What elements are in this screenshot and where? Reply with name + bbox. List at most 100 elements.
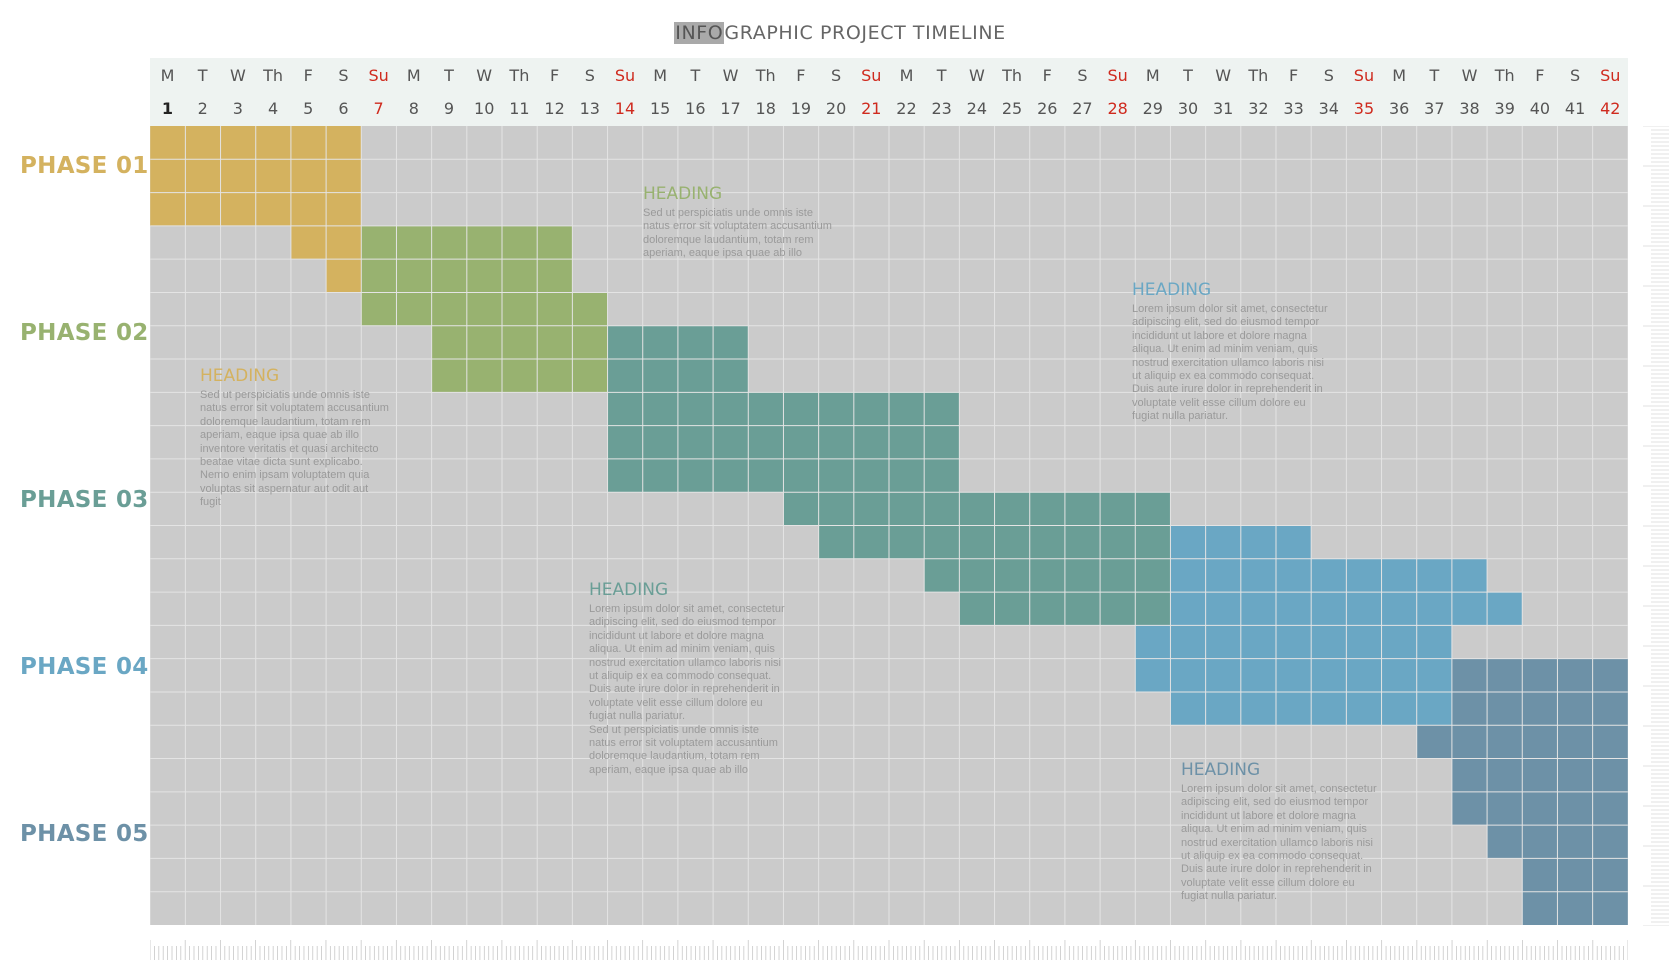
day-name: W <box>968 66 985 85</box>
day-number: 11 <box>509 99 530 118</box>
day-name: T <box>690 66 701 85</box>
title-rest: GRAPHIC PROJECT TIMELINE <box>724 22 1006 44</box>
day-number: 15 <box>649 99 671 118</box>
day-name: S <box>831 66 842 85</box>
note-top-center: HEADING Sed ut perspiciatis unde omnis i… <box>643 184 863 261</box>
day-number: 19 <box>790 99 812 118</box>
day-number: 16 <box>685 99 706 118</box>
day-name: Su <box>1353 66 1375 85</box>
page-title: INFOGRAPHIC PROJECT TIMELINE <box>0 22 1680 44</box>
phase-04-bar <box>1170 558 1488 593</box>
day-number: 37 <box>1424 99 1445 118</box>
day-name: Su <box>1600 66 1621 85</box>
day-number: 12 <box>544 99 565 118</box>
note-heading: HEADING <box>589 580 669 600</box>
note-body: Sed ut perspiciatis unde omnis iste natu… <box>643 207 832 260</box>
note-bottom-right: HEADING Lorem ipsum dolor sit amet, cons… <box>1181 760 1401 904</box>
day-number: 8 <box>408 99 419 118</box>
day-number: 21 <box>861 99 882 118</box>
note-body: Lorem ipsum dolor sit amet, consectetur … <box>589 603 785 776</box>
phase-label-02: PHASE 02 <box>20 320 149 346</box>
day-number: 27 <box>1072 99 1093 118</box>
phase-label-05: PHASE 05 <box>20 821 149 847</box>
day-name: W <box>1215 66 1232 85</box>
day-name: T <box>936 66 947 85</box>
note-left: HEADING Sed ut perspiciatis unde omnis i… <box>200 366 420 510</box>
day-number: 22 <box>896 99 917 118</box>
day-name: F <box>549 66 560 85</box>
note-body: Lorem ipsum dolor sit amet, consectetur … <box>1132 303 1328 423</box>
day-name: M <box>899 66 914 85</box>
note-body: Lorem ipsum dolor sit amet, consectetur … <box>1181 783 1377 903</box>
note-heading: HEADING <box>200 366 280 386</box>
day-number: 6 <box>338 99 349 118</box>
bottom-ruler <box>150 940 1628 960</box>
day-number: 9 <box>443 99 455 118</box>
day-number: 25 <box>1001 99 1023 118</box>
note-heading: HEADING <box>1132 280 1212 300</box>
note-bottom-center: HEADING Lorem ipsum dolor sit amet, cons… <box>589 580 809 777</box>
day-number: 26 <box>1037 99 1058 118</box>
day-number: 24 <box>966 99 988 118</box>
day-number: 28 <box>1107 99 1128 118</box>
day-name: M <box>406 66 421 85</box>
day-name: W <box>722 66 739 85</box>
day-number: 17 <box>720 99 741 118</box>
day-name: W <box>476 66 493 85</box>
day-number: 23 <box>931 99 952 118</box>
day-number: 20 <box>825 99 847 118</box>
day-name: Su <box>368 66 389 85</box>
phase-01-bar <box>326 259 362 293</box>
day-name: F <box>303 66 313 85</box>
day-number: 38 <box>1459 99 1480 118</box>
day-name: Th <box>1494 66 1515 85</box>
phase-02-bar <box>361 292 608 326</box>
day-name: F <box>796 66 806 85</box>
day-name: Th <box>755 66 776 85</box>
title-highlight: INFO <box>674 22 725 44</box>
day-name: W <box>1461 66 1478 85</box>
day-number: 36 <box>1388 99 1410 118</box>
day-name: M <box>653 66 668 85</box>
day-name: Su <box>614 66 636 85</box>
day-name: S <box>1077 66 1088 85</box>
note-body: Sed ut perspiciatis unde omnis iste natu… <box>200 389 389 509</box>
day-number: 42 <box>1600 99 1621 118</box>
day-name: F <box>1288 66 1299 85</box>
day-number: 7 <box>373 99 384 118</box>
day-name: F <box>1535 66 1545 85</box>
day-name: S <box>584 66 595 85</box>
day-number: 14 <box>614 99 636 118</box>
day-number: 34 <box>1318 99 1339 118</box>
note-heading: HEADING <box>643 184 723 204</box>
day-number: 2 <box>197 99 208 118</box>
day-number: 29 <box>1142 99 1163 118</box>
calendar-header <box>150 58 1628 126</box>
day-number: 32 <box>1248 99 1269 118</box>
day-name: T <box>1429 66 1440 85</box>
day-name: M <box>160 66 175 85</box>
day-number: 41 <box>1564 99 1586 118</box>
phase-03-bar <box>783 492 1171 526</box>
day-name: Th <box>1002 66 1022 85</box>
day-name: S <box>1323 66 1334 85</box>
side-ruler <box>1643 126 1669 926</box>
day-name: Su <box>1107 66 1128 85</box>
day-number: 4 <box>267 99 279 118</box>
day-name: F <box>1042 66 1052 85</box>
day-name: Th <box>1248 66 1269 85</box>
day-number: 3 <box>232 99 243 118</box>
day-name: T <box>444 66 454 85</box>
day-number: 31 <box>1213 99 1234 118</box>
day-number: 35 <box>1353 99 1375 118</box>
day-name: S <box>1570 66 1581 85</box>
phase-label-03: PHASE 03 <box>20 487 149 513</box>
day-name: T <box>197 66 208 85</box>
day-name: M <box>1145 66 1160 85</box>
day-number: 5 <box>303 99 314 118</box>
note-heading: HEADING <box>1181 760 1261 780</box>
day-number: 18 <box>755 99 776 118</box>
day-number: 39 <box>1494 99 1515 118</box>
day-number: 30 <box>1177 99 1199 118</box>
day-name: Th <box>509 66 530 85</box>
